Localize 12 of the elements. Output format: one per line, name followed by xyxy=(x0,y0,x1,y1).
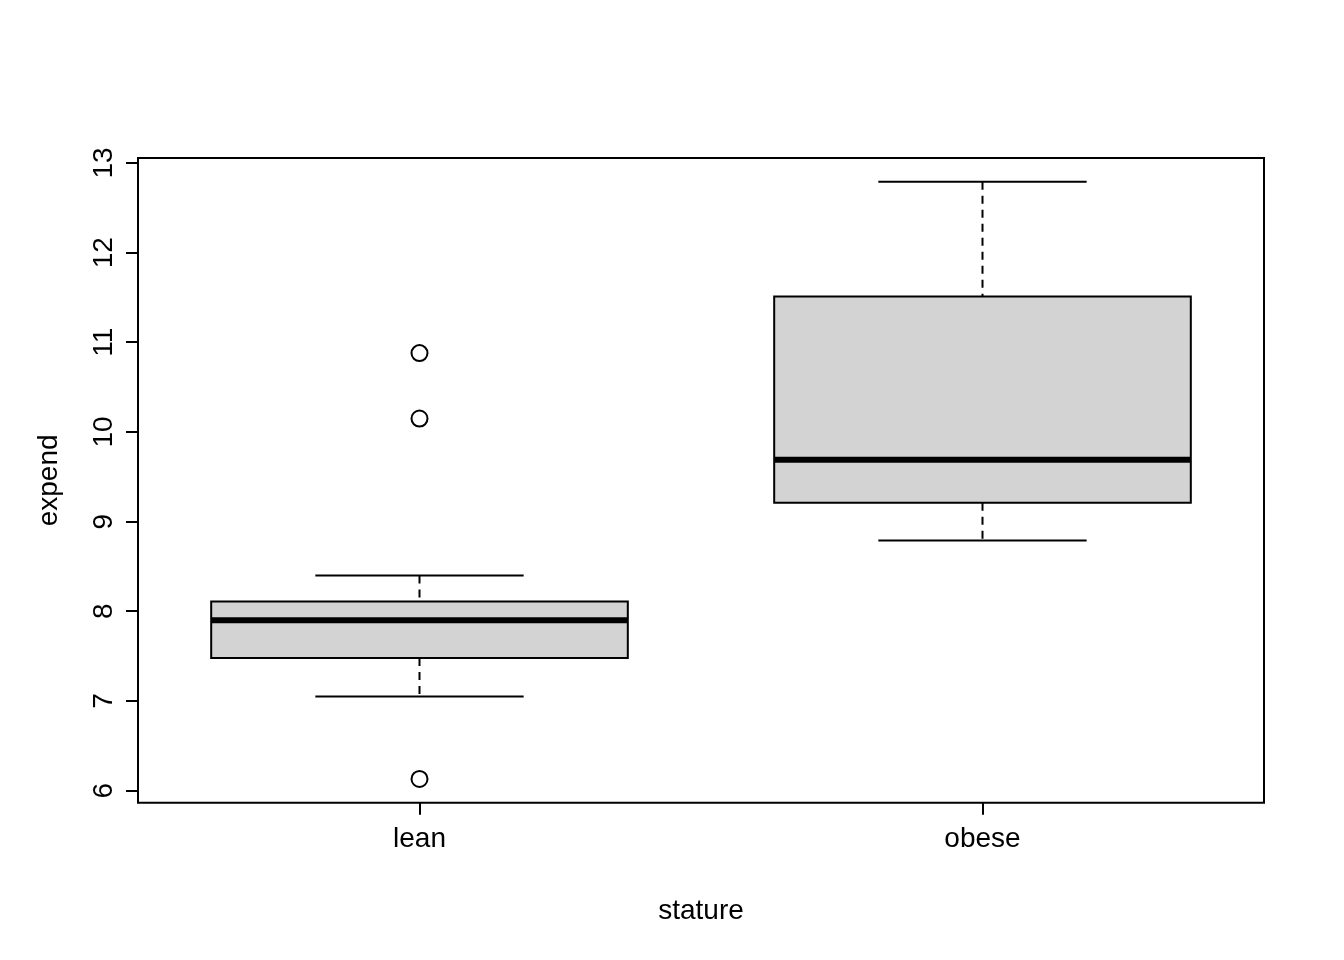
y-tick-label: 8 xyxy=(86,603,118,620)
y-axis-title: expend xyxy=(31,434,63,527)
y-tick-label: 11 xyxy=(86,327,118,357)
y-tick-label: 7 xyxy=(86,693,118,709)
y-tick-label: 12 xyxy=(86,237,118,269)
y-tick-label: 6 xyxy=(86,782,118,799)
x-tick-label: obese xyxy=(944,822,1021,854)
y-tick-label: 13 xyxy=(86,147,118,179)
y-tick-label: 10 xyxy=(86,416,118,448)
x-tick-label: lean xyxy=(393,822,446,854)
x-axis-title: stature xyxy=(658,893,744,925)
y-tick-label: 9 xyxy=(86,513,118,530)
